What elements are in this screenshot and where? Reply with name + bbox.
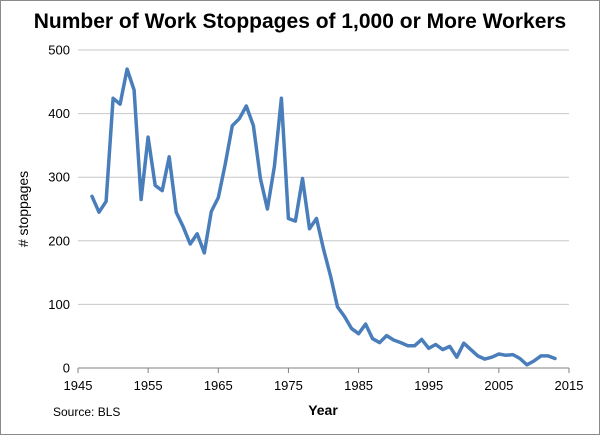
x-tick-label: 1955 <box>134 378 163 393</box>
x-tick-label: 2005 <box>484 378 513 393</box>
chart-title: Number of Work Stoppages of 1,000 or Mor… <box>34 10 567 33</box>
source-note: Source: BLS <box>53 405 120 419</box>
y-axis-title: # stoppages <box>15 171 31 247</box>
y-tick-label: 400 <box>48 106 70 121</box>
x-tick-label: 1975 <box>274 378 303 393</box>
x-tick-label: 1965 <box>204 378 233 393</box>
y-tick-label: 100 <box>48 297 70 312</box>
y-tick-label: 500 <box>48 43 70 58</box>
x-axis-ticks: 1945 1955 1965 1975 1985 1995 2005 2015 <box>64 368 584 393</box>
x-tick-label: 1945 <box>64 378 93 393</box>
y-tick-label: 0 <box>63 361 70 376</box>
y-axis-ticks: 0 100 200 300 400 500 <box>48 43 70 376</box>
x-tick-label: 2015 <box>555 378 584 393</box>
y-tick-label: 300 <box>48 170 70 185</box>
gridlines <box>78 49 569 305</box>
x-tick-label: 1995 <box>414 378 443 393</box>
series-line <box>90 67 557 367</box>
x-tick-label: 1985 <box>344 378 373 393</box>
x-axis-title: Year <box>308 402 338 418</box>
y-tick-label: 200 <box>48 233 70 248</box>
